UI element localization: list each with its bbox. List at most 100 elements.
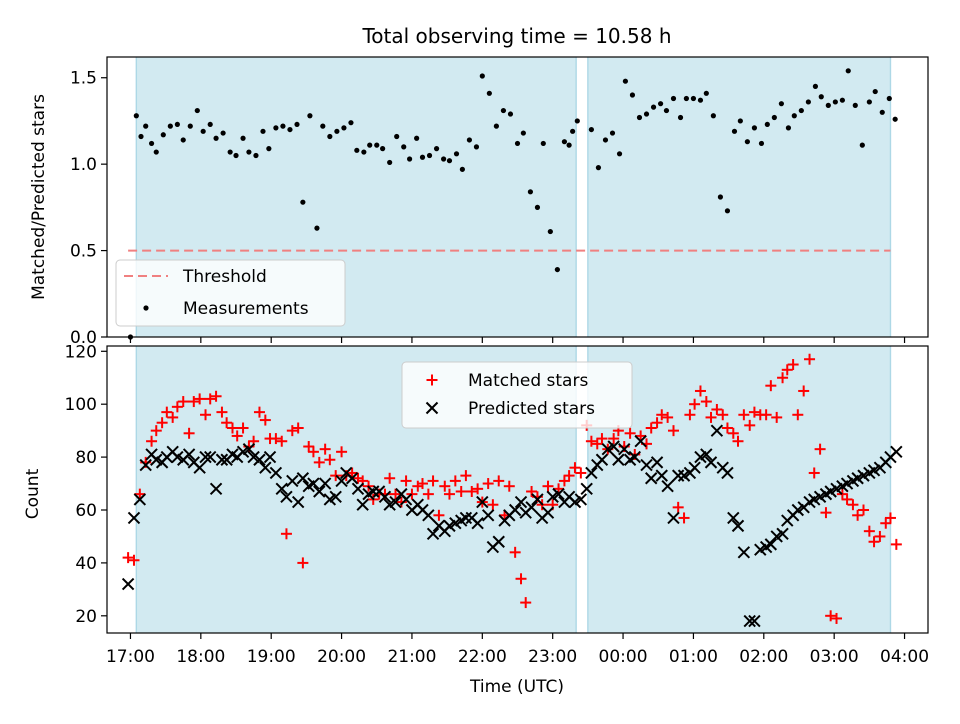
matched-point — [760, 409, 772, 421]
measurement-point — [294, 121, 300, 128]
measurement-point — [764, 121, 770, 128]
matched-point — [503, 480, 515, 492]
measurement-point — [892, 116, 898, 122]
predicted-point — [655, 469, 668, 482]
matched-point — [487, 499, 499, 511]
matched-point — [216, 406, 228, 418]
measurement-point — [879, 109, 885, 115]
matched-point — [319, 443, 331, 455]
matched-point — [390, 488, 402, 500]
matched-point — [455, 485, 467, 497]
measurement-point — [180, 137, 186, 143]
measurement-point — [710, 113, 716, 119]
legend-threshold-label: Threshold — [182, 267, 267, 287]
measurement-point — [717, 194, 724, 200]
matched-point — [460, 470, 472, 482]
x-tick-label-0: 17:00 — [106, 647, 155, 667]
measurement-point — [554, 266, 560, 273]
predicted-point — [471, 517, 484, 530]
matched-point — [307, 446, 319, 458]
predicted-point — [476, 495, 489, 509]
matched-point — [591, 438, 603, 450]
matched-point — [694, 385, 706, 397]
measurement-point — [798, 107, 804, 114]
measurement-point — [507, 111, 514, 117]
matched-point — [128, 554, 140, 566]
measurement-point — [778, 101, 784, 107]
predicted-point — [399, 493, 413, 506]
predicted-point — [580, 482, 593, 496]
matched-point — [553, 483, 565, 495]
matched-point — [346, 467, 358, 479]
matched-point — [880, 517, 892, 529]
predicted-point — [776, 527, 789, 541]
bottom-y-tick-label-2: 60 — [75, 501, 97, 521]
matched-point — [890, 538, 902, 550]
legend-measurements-swatch — [143, 305, 149, 311]
top-y-tick-label-3: 1.5 — [70, 69, 97, 89]
matched-point — [705, 411, 717, 423]
predicted-point — [710, 424, 724, 437]
matched-point — [781, 364, 793, 376]
matched-point — [221, 417, 233, 429]
matched-point — [585, 435, 597, 447]
measurement-point — [240, 135, 246, 141]
matched-point — [156, 417, 168, 429]
predicted-point — [764, 538, 778, 551]
matched-point — [711, 403, 723, 415]
measurement-point — [622, 78, 629, 84]
measurement-point — [724, 208, 731, 214]
x-tick-label-8: 01:00 — [669, 647, 718, 667]
measurement-point — [805, 99, 811, 105]
measurement-point — [670, 95, 677, 102]
measurement-point — [348, 120, 354, 126]
matched-point — [656, 409, 668, 421]
measurement-point — [812, 83, 819, 89]
matched-point — [177, 396, 189, 408]
predicted-point — [727, 511, 740, 525]
predicted-point — [628, 450, 641, 464]
matched-point — [520, 597, 532, 609]
measurement-point — [832, 99, 838, 105]
matched-point — [433, 509, 445, 521]
bottom-y-tick-label-3: 80 — [75, 448, 97, 468]
matched-point — [204, 393, 216, 405]
measurement-point — [341, 125, 347, 131]
predicted-point — [345, 472, 359, 485]
measurement-point — [737, 118, 743, 124]
predicted-point — [574, 493, 588, 506]
predicted-point — [307, 477, 320, 490]
measurement-point — [872, 88, 878, 95]
measurement-point — [574, 118, 580, 124]
predicted-point — [133, 493, 147, 506]
legend-matched-label: Matched stars — [468, 371, 588, 391]
measurement-point — [354, 147, 360, 153]
predicted-point — [634, 435, 647, 448]
matched-point — [836, 488, 848, 500]
matched-point — [672, 501, 684, 513]
matched-point — [717, 409, 729, 421]
measurement-point — [703, 90, 709, 96]
matched-point — [297, 557, 309, 569]
matched-point — [384, 472, 396, 484]
measurement-point — [561, 139, 568, 145]
measurement-point — [609, 130, 616, 136]
bottom-y-tick-label-5: 120 — [65, 342, 97, 362]
predicted-point — [890, 445, 903, 459]
matched-point — [863, 525, 875, 537]
legend-predicted-swatch — [425, 401, 439, 415]
matched-point — [689, 398, 701, 410]
predicted-point — [640, 458, 653, 472]
legend-predicted-label: Predicted stars — [468, 399, 595, 419]
predicted-point — [286, 474, 299, 488]
top-x-ticks — [129, 337, 906, 343]
measurement-point — [138, 133, 144, 140]
measurement-point — [825, 102, 831, 108]
measurement-point — [866, 99, 872, 105]
matched-point — [884, 512, 896, 524]
matched-point — [678, 512, 690, 524]
x-tick-label-1: 18:00 — [176, 647, 225, 667]
x-tick-label-2: 19:00 — [247, 647, 296, 667]
matched-point — [651, 417, 663, 429]
bottom-panel: 20 40 60 80 100 120 17:00 18:00 19:00 20:00 21:00… — [23, 342, 929, 697]
